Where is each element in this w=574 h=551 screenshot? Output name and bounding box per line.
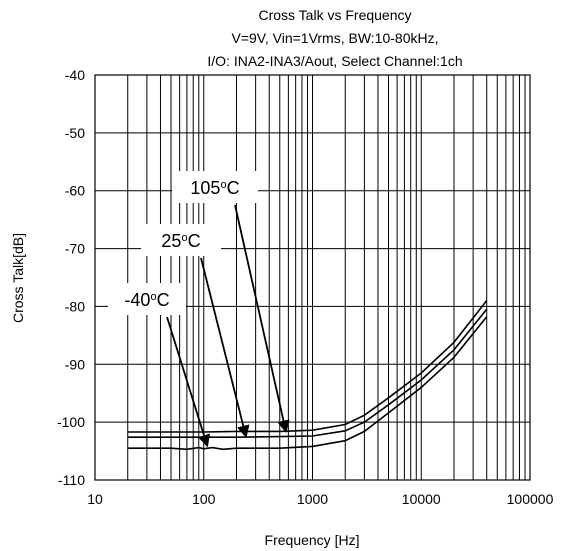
annotation-degree: o (150, 291, 156, 303)
y-axis-label: Cross Talk[dB] (10, 233, 26, 323)
annotation-arrow (234, 204, 290, 433)
y-tick-label: -60 (65, 183, 85, 199)
series-annotation: 25oC (141, 224, 250, 439)
x-axis-label: Frequency [Hz] (265, 532, 360, 548)
y-tick-label: -70 (65, 241, 85, 257)
annotation-arrow (200, 257, 250, 439)
annotation-degree: o (220, 179, 226, 191)
annotation-value: 25 (161, 231, 181, 251)
series-annotation: 105oC (172, 171, 290, 433)
annotation-box (172, 171, 258, 203)
annotation-unit: C (227, 178, 240, 198)
annotation-value: 105 (190, 178, 220, 198)
annotation-label: 25oC (161, 231, 200, 251)
y-tick-label: -50 (65, 125, 85, 141)
annotation-unit: C (188, 231, 201, 251)
series-annotation: -40oC (108, 283, 211, 448)
axis-ticks: 10 100 1000 10000 100000 -110 -100 -90 -80 -70 -60… (57, 67, 554, 507)
chart-title-line-1: Cross Talk vs Frequency (258, 7, 411, 23)
y-tick-label: -80 (65, 298, 85, 314)
annotation-label: 105oC (190, 178, 239, 198)
x-tick-label: 10 (87, 491, 103, 507)
grid (94, 74, 531, 481)
annotation-label: -40oC (124, 290, 169, 310)
annotation-degree: o (181, 232, 187, 244)
series-line (127, 300, 488, 433)
annotation-value: -40 (124, 290, 150, 310)
annotation-arrow (166, 316, 211, 448)
y-tick-label: -40 (65, 67, 85, 83)
chart-title-line-3: I/O: INA2-INA3/Aout, Select Channel:1ch (207, 53, 462, 69)
series-line (127, 316, 488, 451)
annotation-box (141, 224, 221, 256)
x-tick-label: 100 (192, 491, 216, 507)
annotation-unit: C (157, 290, 170, 310)
x-tick-label: 1000 (297, 491, 328, 507)
y-tick-label: -110 (58, 472, 85, 488)
x-tick-label: 100000 (507, 491, 554, 507)
y-tick-label: -100 (57, 414, 85, 430)
plot-frame (94, 74, 531, 481)
chart-title-line-2: V=9V, Vin=1Vrms, BW:10-80kHz, (232, 30, 439, 46)
annotation-box (108, 283, 186, 315)
x-tick-label: 10000 (402, 491, 441, 507)
y-tick-label: -90 (65, 356, 85, 372)
